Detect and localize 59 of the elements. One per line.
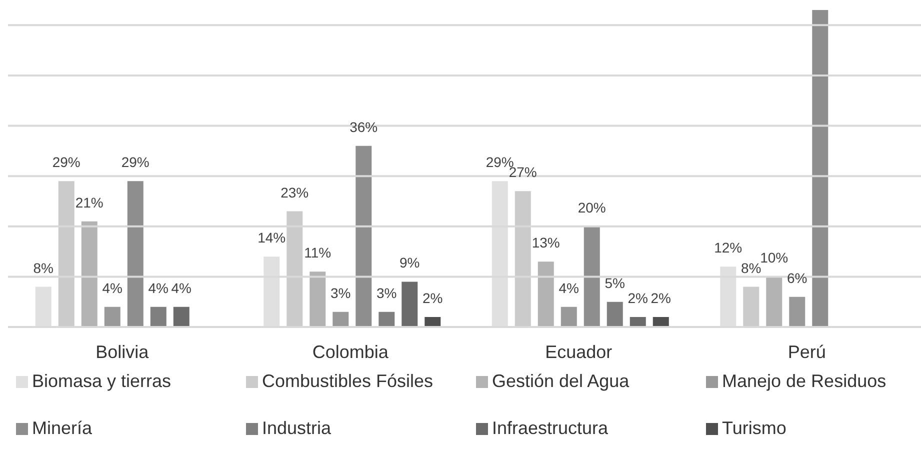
legend-label: Manejo de Residuos [722, 371, 886, 392]
data-label: 36% [350, 118, 378, 135]
data-label: 6% [787, 270, 808, 286]
legend-label: Minería [32, 418, 92, 439]
data-label: 10% [760, 250, 788, 266]
data-label: 4% [102, 280, 123, 296]
x-tick-label: Perú [788, 342, 826, 362]
bar [35, 286, 52, 327]
data-label: 2% [650, 290, 672, 306]
data-label: 9% [400, 254, 420, 271]
legend-label: Turismo [722, 418, 786, 439]
bar [81, 221, 98, 327]
x-tick-label: Colombia [312, 342, 390, 362]
data-label: 21% [75, 194, 104, 210]
bar [560, 306, 577, 327]
bar [310, 272, 326, 327]
bar [789, 296, 806, 327]
bar [104, 306, 120, 327]
data-label: 4% [558, 280, 580, 296]
bar [584, 226, 600, 327]
data-label: 3% [376, 284, 397, 301]
data-label: 2% [422, 290, 443, 306]
legend-label: Infraestructura [492, 418, 608, 439]
data-label: 13% [532, 234, 560, 251]
data-label: 8% [741, 260, 762, 276]
bar [127, 181, 144, 327]
bar [332, 312, 349, 327]
x-tick-label: Bolivia [96, 342, 150, 362]
bar [378, 312, 395, 327]
data-label: 2% [628, 290, 648, 306]
data-label: 4% [171, 280, 192, 296]
bar [538, 262, 554, 327]
bar [286, 211, 303, 327]
bar [812, 10, 828, 327]
legend-label: Gestión del Agua [492, 371, 630, 392]
legend-label: Biomasa y tierras [32, 371, 172, 392]
bar [402, 282, 418, 327]
data-label: 5% [604, 274, 626, 291]
data-label: 4% [148, 280, 169, 296]
data-label: 11% [304, 244, 332, 261]
data-label: 14% [258, 230, 286, 246]
bar [606, 302, 623, 327]
bar [766, 276, 782, 327]
bar [743, 286, 760, 327]
bar [514, 191, 531, 327]
data-label: 3% [330, 284, 351, 301]
data-label: 12% [714, 240, 742, 256]
x-tick-label: Ecuador [545, 342, 612, 362]
bar [58, 181, 74, 327]
bar [173, 306, 190, 327]
legend-label: Industria [262, 418, 332, 439]
bar [150, 306, 166, 327]
data-label: 8% [33, 260, 54, 276]
data-label: 29% [52, 154, 80, 170]
bar [356, 146, 372, 327]
data-label: 29% [121, 154, 150, 170]
data-label: 20% [578, 199, 606, 216]
data-label: 23% [280, 184, 309, 200]
legend-label: Combustibles Fósiles [262, 371, 434, 392]
